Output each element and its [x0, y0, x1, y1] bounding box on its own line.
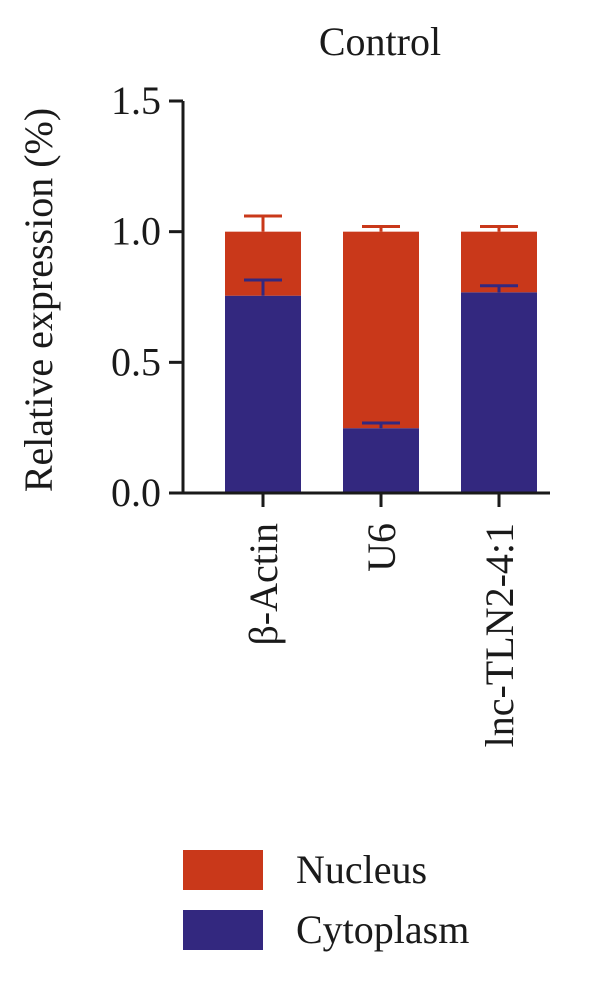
bar-nucleus-3 — [461, 231, 537, 293]
legend-label-cytoplasm: Cytoplasm — [296, 907, 469, 952]
x-tick-labels: β-Actin U6 lnc-TLN2-4:1 — [241, 493, 522, 747]
x-tick-label: β-Actin — [241, 523, 286, 646]
error-bars-layer — [244, 214, 518, 429]
y-tick-labels: 0.0 0.5 1.0 1.5 — [111, 78, 183, 515]
legend: Nucleus Cytoplasm — [183, 847, 469, 952]
bars-layer — [225, 231, 537, 493]
y-tick-label: 1.5 — [111, 78, 161, 123]
legend-label-nucleus: Nucleus — [296, 847, 427, 892]
y-axis-label: Relative expression (%) — [16, 108, 61, 492]
bar-nucleus-2 — [343, 231, 419, 429]
y-tick-label: 1.0 — [111, 209, 161, 254]
bar-cytoplasm-3 — [461, 292, 537, 493]
legend-swatch-nucleus — [183, 850, 263, 890]
bar-cytoplasm-2 — [343, 428, 419, 493]
x-tick-label: U6 — [359, 523, 404, 572]
legend-swatch-cytoplasm — [183, 910, 263, 950]
y-tick-label: 0.5 — [111, 339, 161, 384]
bar-cytoplasm-1 — [225, 295, 301, 493]
x-tick-label: lnc-TLN2-4:1 — [477, 523, 522, 747]
axes-layer — [181, 101, 550, 495]
chart-title: Control — [319, 19, 441, 64]
y-tick-label: 0.0 — [111, 470, 161, 515]
